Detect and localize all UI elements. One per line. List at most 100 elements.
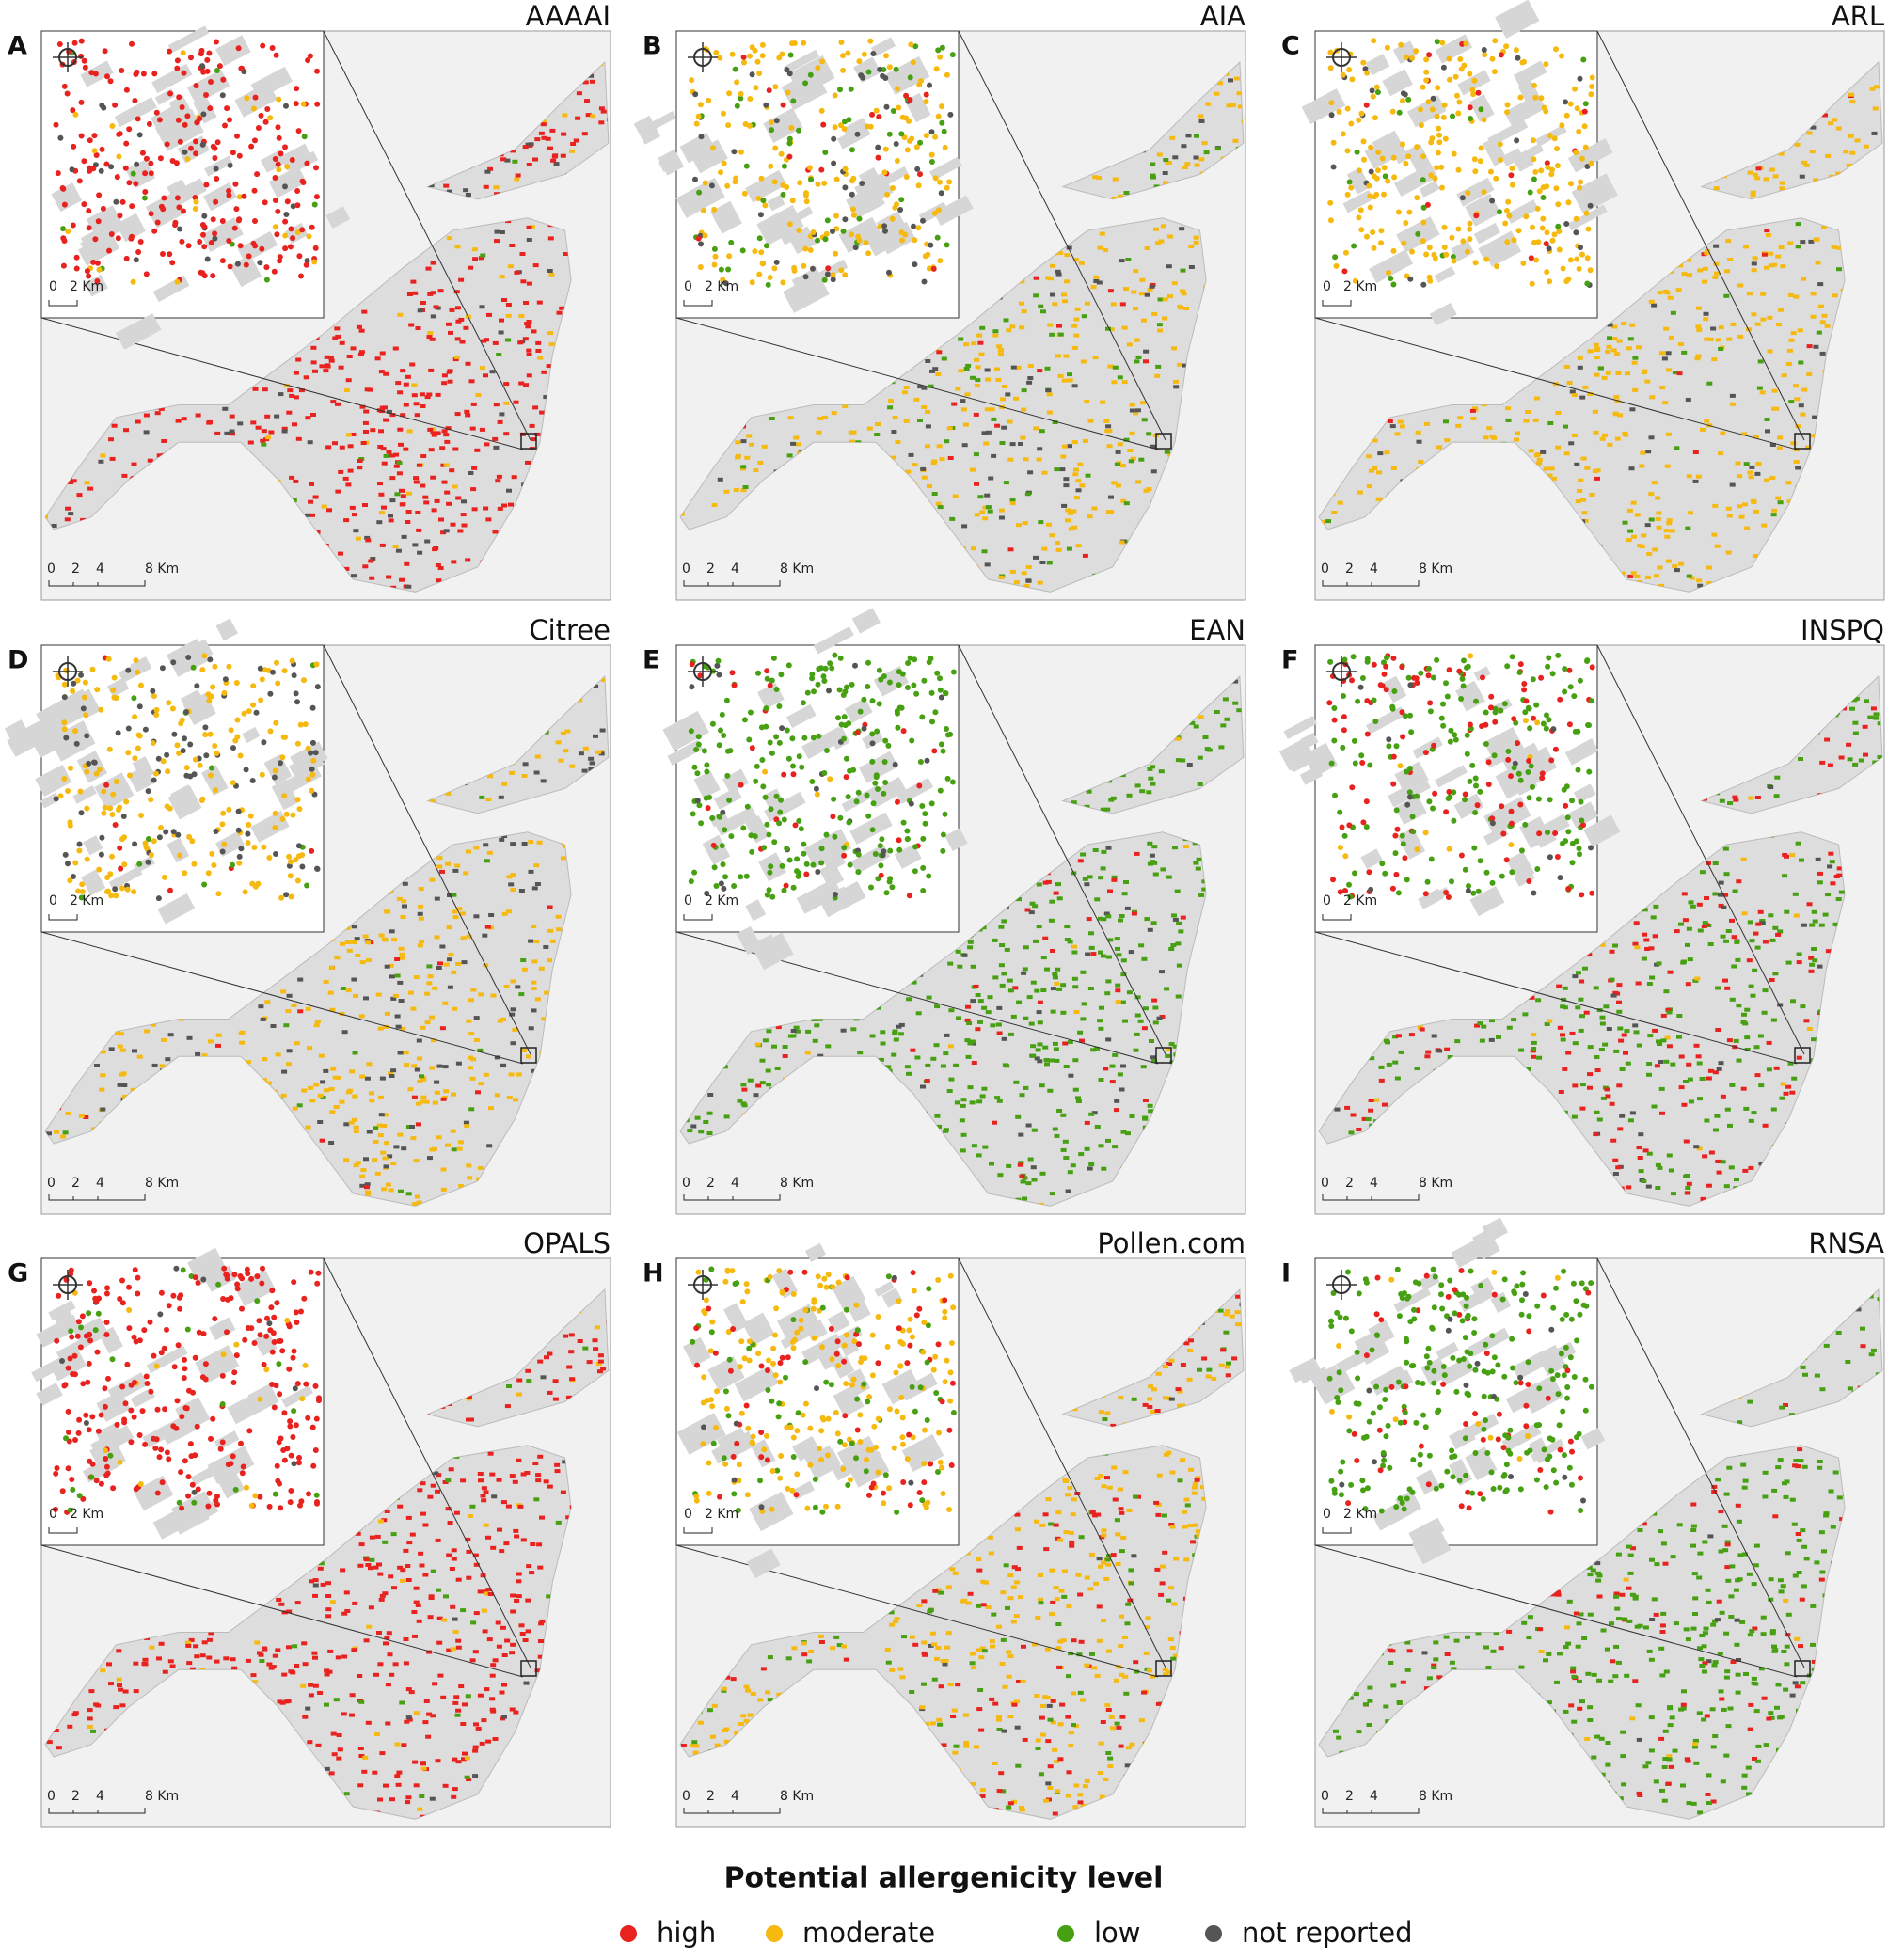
legend-label: low	[1094, 1917, 1141, 1949]
inset-scale-label: 0	[684, 279, 692, 294]
inset-scale-label: 2 Km	[705, 279, 738, 294]
panel-letter: E	[643, 646, 659, 675]
map-panel: 0 2 Km 0 2 4 8 Km	[1279, 645, 1888, 1223]
inset-frame	[1315, 645, 1597, 932]
scale-label: 2	[1345, 1176, 1354, 1191]
legend-swatch	[1205, 1925, 1222, 1942]
panel-letter: B	[643, 32, 662, 61]
scale-label: 4	[1370, 561, 1378, 577]
scale-label: 4	[731, 1789, 739, 1804]
inset-scale-label: 0	[684, 893, 692, 909]
scale-label: 0	[47, 561, 56, 577]
scale-label: 0	[1321, 561, 1329, 577]
inset-scale-label: 0	[49, 893, 57, 909]
panel-title: ARL	[1832, 0, 1884, 32]
legend-label: high	[657, 1917, 716, 1949]
panel-title: AIA	[1200, 0, 1245, 32]
scale-label: 2	[1345, 561, 1354, 577]
scale-label: 0	[47, 1789, 56, 1804]
panel-letter: C	[1281, 32, 1300, 61]
inset-scale-label: 0	[1323, 279, 1331, 294]
scale-label: 4	[96, 1176, 104, 1191]
scale-label: 2	[706, 1176, 715, 1191]
scale-label: 4	[1370, 1176, 1378, 1191]
inset-map: 0 2 Km	[662, 608, 967, 970]
legend-label: moderate	[802, 1917, 935, 1949]
panel-title: AAAAI	[526, 0, 611, 32]
inset-map: 0 2 Km	[5, 618, 328, 932]
scale-label: 8 Km	[1419, 1176, 1452, 1191]
scale-label: 2	[71, 1789, 80, 1804]
map-panel: 0 2 Km 0 2 4 8 Km	[676, 1243, 1251, 1836]
scale-label: 8 Km	[1419, 1789, 1452, 1804]
panel-letter: H	[643, 1259, 664, 1288]
inset-scale-label: 2 Km	[1343, 279, 1377, 294]
inset-scale-label: 2 Km	[1343, 893, 1377, 909]
scale-label: 0	[682, 1789, 690, 1804]
inset-scale-label: 0	[1323, 893, 1331, 909]
map-panel: 0 2 Km 0 2 4 8 Km	[662, 608, 1249, 1223]
inset-scale-label: 2 Km	[705, 1507, 738, 1522]
inset-map: 0 2 Km	[41, 25, 350, 349]
scale-label: 2	[706, 561, 715, 577]
scale-label: 2	[71, 561, 80, 577]
panel-title: INSPQ	[1801, 614, 1884, 646]
panel-letter: A	[8, 32, 27, 61]
scale-label: 8 Km	[780, 1789, 814, 1804]
building	[852, 608, 881, 633]
panel-title: OPALS	[523, 1227, 611, 1259]
scale-label: 0	[1321, 1789, 1329, 1804]
panel-title: Citree	[529, 614, 611, 646]
scale-label: 0	[1321, 1176, 1329, 1191]
inset-map: 0 2 Km	[634, 31, 974, 318]
scale-label: 2	[1345, 1789, 1354, 1804]
scale-label: 2	[71, 1176, 80, 1191]
inset-frame	[41, 1258, 324, 1545]
scale-label: 4	[1370, 1789, 1378, 1804]
panel-title: EAN	[1189, 614, 1245, 646]
panel-title: Pollen.com	[1097, 1227, 1245, 1259]
inset-map: 0 2 Km	[31, 1248, 324, 1545]
inset-scale-label: 2 Km	[1343, 1507, 1377, 1522]
scale-label: 4	[96, 561, 104, 577]
inset-scale-label: 2 Km	[70, 1507, 103, 1522]
scale-label: 4	[731, 561, 739, 577]
inset-map: 0 2 Km	[676, 1243, 959, 1579]
inset-scale-label: 2 Km	[70, 279, 103, 294]
legend-swatch	[620, 1925, 637, 1942]
scale-label: 4	[96, 1789, 104, 1804]
scale-label: 8 Km	[145, 1789, 179, 1804]
inset-map: 0 2 Km	[1289, 1218, 1605, 1565]
scale-label: 4	[731, 1176, 739, 1191]
inset-scale-label: 0	[49, 279, 57, 294]
panel-letter: F	[1281, 646, 1298, 675]
legend-label: not reported	[1242, 1917, 1413, 1949]
inset-map: 0 2 Km	[1279, 645, 1621, 932]
inset-map: 0 2 Km	[1302, 0, 1618, 325]
panel-letter: G	[8, 1259, 28, 1288]
inset-scale-label: 0	[684, 1507, 692, 1522]
building	[215, 618, 237, 640]
inset-scale-label: 2 Km	[70, 893, 103, 909]
legend-swatch	[1057, 1925, 1074, 1942]
scale-label: 0	[47, 1176, 56, 1191]
legend-title: Potential allergenicity level	[724, 1862, 1164, 1895]
scale-label: 8 Km	[780, 561, 814, 577]
scale-label: 8 Km	[1419, 561, 1452, 577]
inset-scale-label: 2 Km	[705, 893, 738, 909]
panel-letter: I	[1281, 1259, 1291, 1288]
scale-label: 8 Km	[780, 1176, 814, 1191]
panel-title: RNSA	[1808, 1227, 1884, 1259]
inset-scale-label: 0	[1323, 1507, 1331, 1522]
map-panel: 0 2 Km 0 2 4 8 Km	[1289, 1218, 1888, 1836]
scale-label: 0	[682, 1176, 690, 1191]
legend-swatch	[766, 1925, 783, 1942]
scale-label: 2	[706, 1789, 715, 1804]
inset-scale-label: 0	[49, 1507, 57, 1522]
